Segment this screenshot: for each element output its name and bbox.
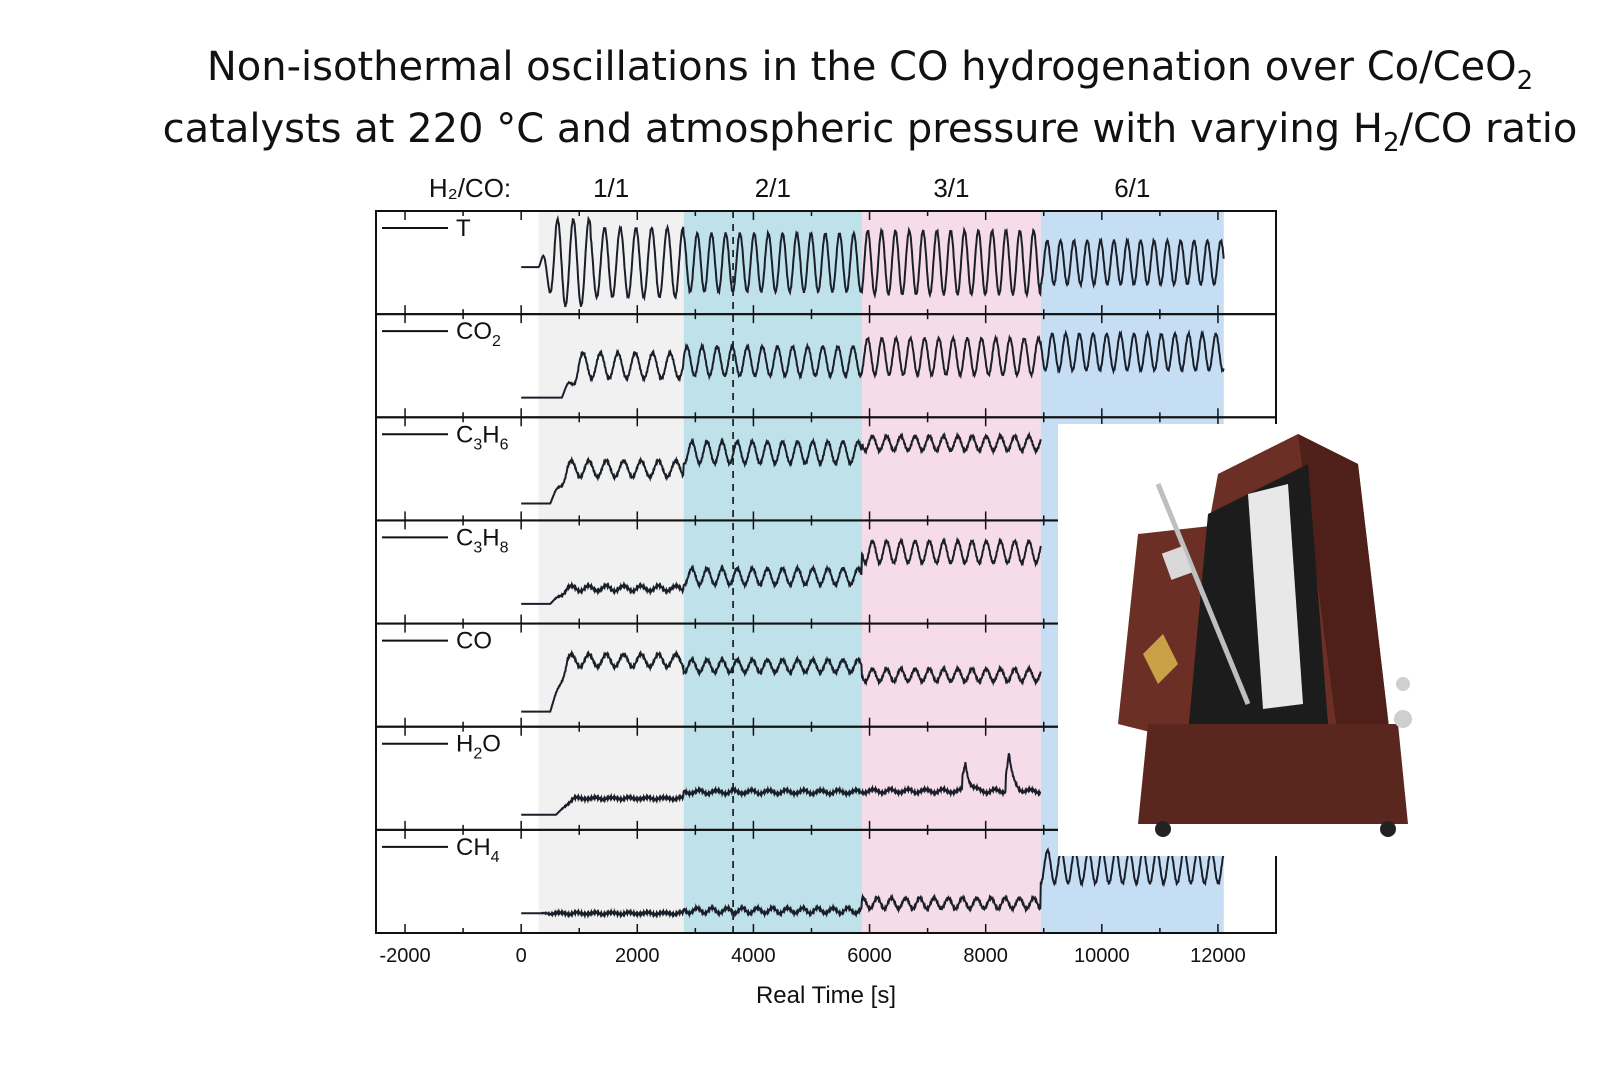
x-axis-label: Real Time [s] (756, 982, 896, 1009)
title-text-2b: /CO ratio (1399, 106, 1578, 152)
series-trace (521, 536, 1042, 605)
region-label: 1/1 (593, 173, 629, 203)
region-label: 2/1 (755, 173, 791, 203)
x-tick-label: -2000 (379, 945, 430, 967)
metronome-photo (1058, 424, 1484, 856)
ratio-label: H₂/CO: (429, 173, 511, 203)
series-trace (521, 649, 1042, 713)
series-trace (521, 431, 1042, 505)
series-label: H2O (456, 731, 501, 763)
title-subscript-1: 2 (1516, 66, 1534, 96)
series-trace (521, 214, 1225, 308)
x-tick-label: 8000 (963, 945, 1008, 967)
title-text-2a: catalysts at 220 °C and atmospheric pres… (162, 106, 1383, 152)
panel-frame (375, 828, 1277, 934)
region-band-2 (683, 211, 862, 933)
series-trace (521, 753, 1042, 816)
series-label: C3H6 (456, 421, 509, 453)
figure-title-line-2: catalysts at 220 °C and atmospheric pres… (150, 106, 1590, 158)
x-tick-label: 0 (516, 945, 527, 967)
region-label: 3/1 (933, 173, 969, 203)
series-label: CO2 (456, 318, 501, 350)
series-label: CH4 (456, 834, 500, 866)
figure-title-line-1: Non-isothermal oscillations in the CO hy… (150, 44, 1590, 96)
x-tick-label: 12000 (1190, 945, 1246, 967)
region-band-1 (538, 211, 684, 933)
x-tick-label: 4000 (731, 945, 776, 967)
series-trace (521, 329, 1225, 399)
series-label: C3H8 (456, 524, 509, 556)
x-tick-label: 2000 (615, 945, 660, 967)
series-trace (521, 845, 1225, 920)
series-label: T (456, 215, 471, 242)
region-label: 6/1 (1114, 173, 1150, 203)
x-tick-label: 10000 (1074, 945, 1130, 967)
series-label: CO (456, 628, 492, 655)
region-band-3 (862, 211, 1041, 933)
x-tick-label: 6000 (847, 945, 892, 967)
title-subscript-2: 2 (1382, 128, 1400, 158)
title-text-1: Non-isothermal oscillations in the CO hy… (206, 44, 1517, 90)
metronome-icon (1118, 434, 1412, 837)
